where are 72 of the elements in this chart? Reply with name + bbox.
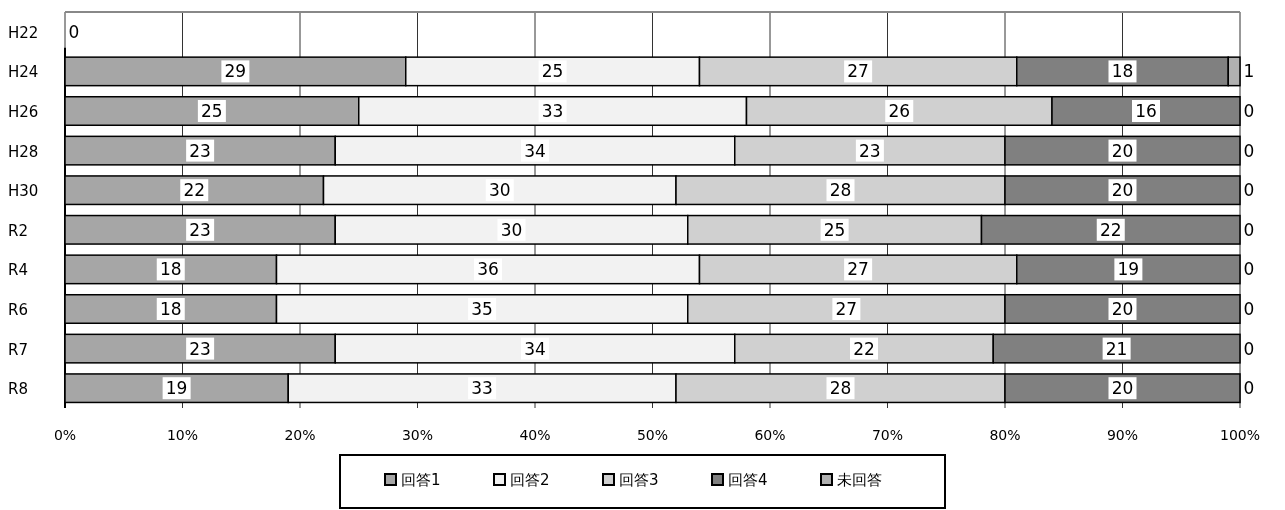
y-tick-label: R2 [8, 221, 28, 240]
data-label: 18 [159, 259, 182, 280]
y-tick-label: H26 [8, 103, 39, 121]
data-label: 25 [541, 61, 564, 82]
data-label: 27 [847, 61, 869, 82]
y-tick-label: H28 [8, 142, 39, 161]
data-label: 22 [1099, 219, 1122, 240]
data-label: 18 [1111, 61, 1134, 82]
x-tick-label: 40% [519, 427, 551, 443]
y-tick-label: R7 [8, 340, 28, 359]
x-tick-label: 90% [1106, 427, 1139, 443]
data-label: 27 [847, 259, 869, 280]
data-label: 23 [189, 140, 211, 161]
legend-label: 未回答 [837, 471, 882, 489]
data-label: 18 [159, 299, 182, 319]
data-label: 1 [1243, 61, 1255, 82]
data-label: 0 [68, 21, 80, 42]
data-label: 25 [823, 219, 846, 240]
data-label: 0 [1243, 338, 1255, 359]
legend-label: 回答1 [401, 471, 441, 489]
data-label: 20 [1111, 140, 1134, 161]
x-tick-label: 50% [636, 427, 669, 443]
data-label: 33 [541, 101, 564, 121]
data-label: 20 [1111, 299, 1134, 319]
data-label: 16 [1135, 101, 1157, 121]
x-tick-label: 10% [166, 427, 199, 443]
data-label: 28 [829, 378, 852, 399]
data-label: 19 [1117, 259, 1140, 280]
y-tick-label: R6 [8, 301, 28, 319]
data-label: 23 [189, 338, 211, 359]
data-label: 19 [165, 378, 188, 399]
data-label: 0 [1243, 140, 1255, 161]
legend-label: 回答4 [728, 471, 768, 489]
data-label: 22 [853, 338, 875, 359]
x-tick-label: 70% [871, 427, 904, 443]
data-label: 30 [500, 219, 523, 240]
data-label: 22 [183, 180, 206, 201]
data-label: 20 [1111, 378, 1134, 399]
data-label: 0 [1243, 180, 1255, 201]
data-label: 34 [524, 338, 546, 359]
data-label: 34 [524, 140, 546, 161]
data-label: 33 [471, 378, 493, 399]
y-tick-label: H30 [8, 182, 39, 201]
data-label: 0 [1243, 299, 1255, 319]
data-label: 28 [829, 180, 852, 201]
x-tick-label: 80% [989, 427, 1021, 443]
legend-label: 回答3 [619, 471, 659, 489]
data-label: 25 [201, 101, 223, 121]
data-label: 35 [471, 299, 493, 319]
x-tick-label: 0% [53, 427, 77, 443]
data-label: 30 [488, 180, 511, 201]
data-label: 0 [1243, 259, 1255, 280]
data-label: 36 [477, 259, 499, 280]
data-label: 26 [888, 101, 911, 121]
data-label: 0 [1243, 101, 1255, 121]
data-label: 27 [835, 299, 858, 319]
x-tick-label: 100% [1219, 427, 1261, 443]
y-tick-label: R4 [8, 261, 28, 280]
legend-label: 回答2 [510, 471, 550, 489]
x-tick-label: 60% [754, 427, 786, 443]
y-tick-label: R8 [8, 380, 28, 399]
data-label: 29 [224, 61, 247, 82]
data-label: 0 [1243, 378, 1255, 399]
data-label: 21 [1105, 338, 1128, 359]
x-tick-label: 30% [401, 427, 434, 443]
data-label: 23 [189, 219, 211, 240]
y-tick-label: H22 [8, 23, 39, 42]
y-tick-label: H24 [8, 63, 39, 82]
data-label: 0 [1243, 219, 1255, 240]
data-label: 23 [859, 140, 881, 161]
x-tick-label: 20% [284, 427, 316, 443]
data-label: 20 [1111, 180, 1134, 201]
